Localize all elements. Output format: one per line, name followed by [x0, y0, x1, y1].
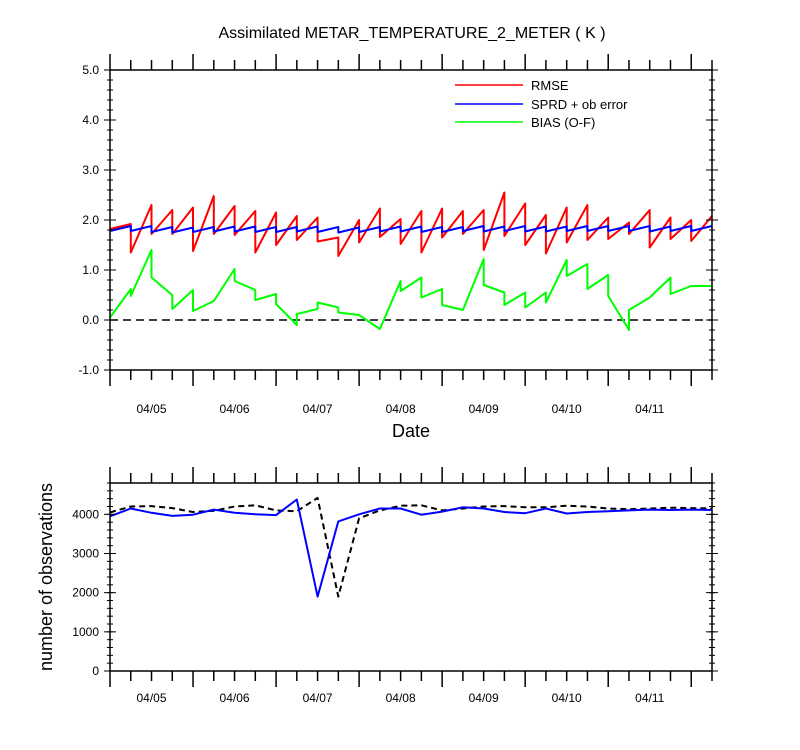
x-axis-label: Date [392, 421, 430, 441]
top-ticks-group [104, 54, 718, 386]
x-tick-label: 04/11 [635, 402, 664, 416]
y-tick-label: 0 [92, 664, 99, 678]
bottom-ticks-group [104, 467, 718, 687]
legend: RMSE SPRD + ob error BIAS (O-F) [455, 78, 628, 130]
y-tick-label: 3000 [72, 547, 99, 561]
y-tick-label: 2000 [72, 586, 99, 600]
series-line-rmse [109, 191, 713, 257]
legend-label-bias: BIAS (O-F) [531, 115, 595, 130]
x-tick-label: 04/05 [137, 691, 167, 705]
x-tick-label: 04/06 [220, 691, 250, 705]
y-tick-label: 2.0 [82, 213, 99, 227]
bottom-series-group [109, 496, 713, 598]
bottom-x-tick-labels: 04/05 04/06 04/07 04/08 04/09 04/10 04/11 [137, 691, 665, 705]
top-series-group [109, 191, 713, 331]
y-tick-label: 0.0 [82, 313, 99, 327]
x-tick-label: 04/10 [552, 402, 582, 416]
x-tick-label: 04/10 [552, 691, 582, 705]
y-tick-label: 1000 [72, 625, 99, 639]
x-tick-label: 04/08 [386, 402, 416, 416]
x-tick-label: 04/09 [469, 402, 499, 416]
top-y-tick-labels: -1.0 0.0 1.0 2.0 3.0 4.0 5.0 [78, 63, 99, 377]
series-line-assimilated-observations [109, 498, 713, 598]
bottom-y-tick-labels: 0 1000 2000 3000 4000 [72, 507, 99, 678]
series-line-bias-o-f [109, 249, 712, 331]
y-tick-label: 1.0 [82, 263, 99, 277]
legend-label-rmse: RMSE [531, 78, 569, 93]
x-tick-label: 04/09 [469, 691, 499, 705]
x-tick-label: 04/11 [635, 691, 664, 705]
x-tick-label: 04/07 [303, 402, 333, 416]
y-tick-label: -1.0 [78, 363, 99, 377]
y-tick-label: 4000 [72, 507, 99, 521]
x-tick-label: 04/06 [220, 402, 250, 416]
chart-title: Assimilated METAR_TEMPERATURE_2_METER ( … [218, 25, 605, 42]
series-line-sprd-ob-error [109, 225, 713, 234]
y-tick-label: 3.0 [82, 163, 99, 177]
y-tick-label: 4.0 [82, 113, 99, 127]
x-tick-label: 04/05 [137, 402, 167, 416]
top-panel: Assimilated METAR_TEMPERATURE_2_METER ( … [78, 25, 718, 441]
top-x-tick-labels: 04/05 04/06 04/07 04/08 04/09 04/10 04/11 [137, 402, 665, 416]
y-axis-label: number of observations [36, 483, 56, 671]
y-tick-label: 5.0 [82, 63, 99, 77]
legend-label-sprd: SPRD + ob error [531, 97, 628, 112]
top-plot-frame [109, 69, 713, 371]
x-tick-label: 04/08 [386, 691, 416, 705]
x-tick-label: 04/07 [303, 691, 333, 705]
